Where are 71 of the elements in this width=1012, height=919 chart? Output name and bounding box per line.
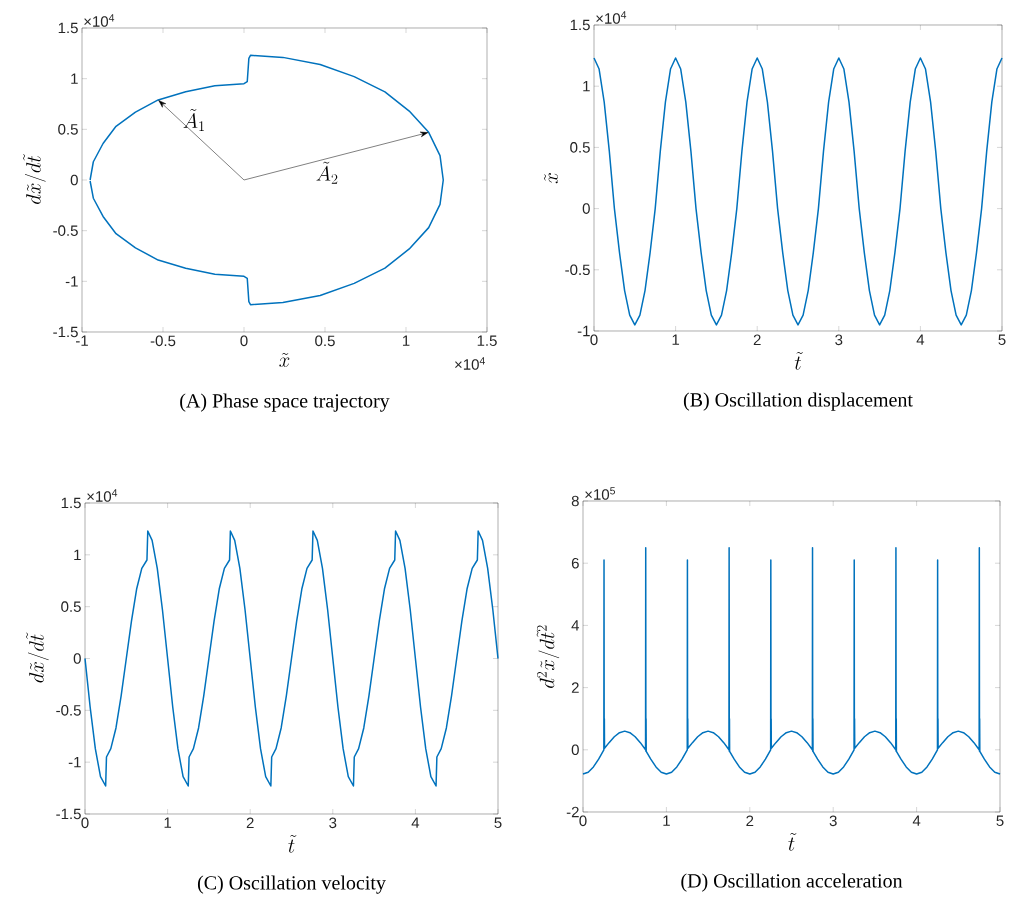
text: ×10$^{4}$ [84,14,115,27]
x-tick-label: 0.5 [315,335,335,347]
x-axis-title: $\tilde{t}$ [788,833,797,851]
y-tick-label: -1 [65,276,78,287]
text: ×10$^{4}$ [87,489,118,502]
y-tick-label: 0.5 [570,142,590,153]
x-tick-label: 3 [329,817,337,829]
y-tick-label: 0 [70,174,78,186]
x-axis-title: $\tilde{t}$ [288,835,297,853]
x-tick-label: 0 [590,334,598,346]
x-tick-label: 4 [916,334,925,345]
x-tick-label: 0 [240,335,248,347]
x-tick-label: 2 [746,815,754,827]
y-tick-label: 0 [582,203,590,214]
text: (D) Oscillation acceleration [681,873,903,892]
y-tick-label: 0 [73,653,81,664]
y-tick-label: 1 [71,73,78,84]
y-tick-label: 1.5 [58,22,78,34]
x-tick-label: 1 [402,335,410,346]
line-series [89,54,445,306]
y-tick-label: 2 [571,682,579,693]
y-tick-label: -1.5 [56,808,81,820]
x-tick-label: -0.5 [150,335,176,347]
y-axis-title: $\tilde{x}$ [544,173,558,184]
text: ×10$^{4}$ [455,357,485,370]
annotation: $\tilde{A}_1$ [183,108,204,131]
text: ×10$^{5}$ [585,487,616,500]
y-tick-label: 0.5 [58,124,78,135]
x-tick-label: 1 [663,815,670,826]
x-tick-label: 0 [81,817,89,829]
text: ×10$^{4}$ [596,11,627,24]
x-tick-label: 3 [835,334,843,346]
y-tick-label: -2 [566,806,579,818]
y-tick-label: -0.5 [565,264,590,276]
line-series [582,546,1001,775]
x-tick-label: 2 [246,817,254,829]
y-tick-label: -1.5 [53,326,78,338]
line-series [84,530,499,787]
y-tick-label: 1.5 [570,19,590,31]
x-tick-label: 5 [996,815,1004,826]
y-tick-label: 0.5 [61,601,81,612]
x-tick-label: 4 [411,817,420,828]
y-tick-label: -1 [68,757,81,768]
x-tick-label: 4 [912,815,921,826]
text: (C) Oscillation velocity [197,875,386,894]
y-tick-label: 4 [571,620,580,631]
annotation: $\tilde{A}_2$ [316,161,338,184]
y-axis-title: $d\tilde{x}/d\tilde{t}$ [23,153,46,204]
y-tick-label: 8 [571,495,579,507]
y-axis-title: $d^2\tilde{x}/d\tilde{t}^2$ [536,625,560,688]
y-tick-label: 1 [583,81,590,92]
y-tick-label: -0.5 [56,705,81,716]
line-series [593,57,1003,326]
y-tick-label: -1 [577,325,590,337]
text: (B) Oscillation displacement [683,392,913,411]
x-tick-label: 1.5 [477,335,497,346]
y-tick-label: 1 [74,549,81,560]
x-tick-label: 5 [494,817,502,828]
x-tick-label: 2 [753,334,761,345]
x-tick-label: 1 [672,334,680,345]
text: (A) Phase space trajectory [180,393,390,412]
x-tick-label: 5 [998,334,1006,345]
x-tick-label: 1 [164,817,172,828]
x-axis-title: $\tilde{t}$ [794,352,803,370]
x-tick-label: 3 [829,815,837,827]
y-tick-label: 6 [571,557,579,569]
x-axis-title: $\tilde{x}$ [279,353,290,367]
y-tick-label: 0 [571,744,579,756]
y-tick-label: -0.5 [53,225,78,236]
y-tick-label: 1.5 [61,497,81,509]
y-axis-title: $d\tilde{x}/d\tilde{t}$ [26,632,49,683]
